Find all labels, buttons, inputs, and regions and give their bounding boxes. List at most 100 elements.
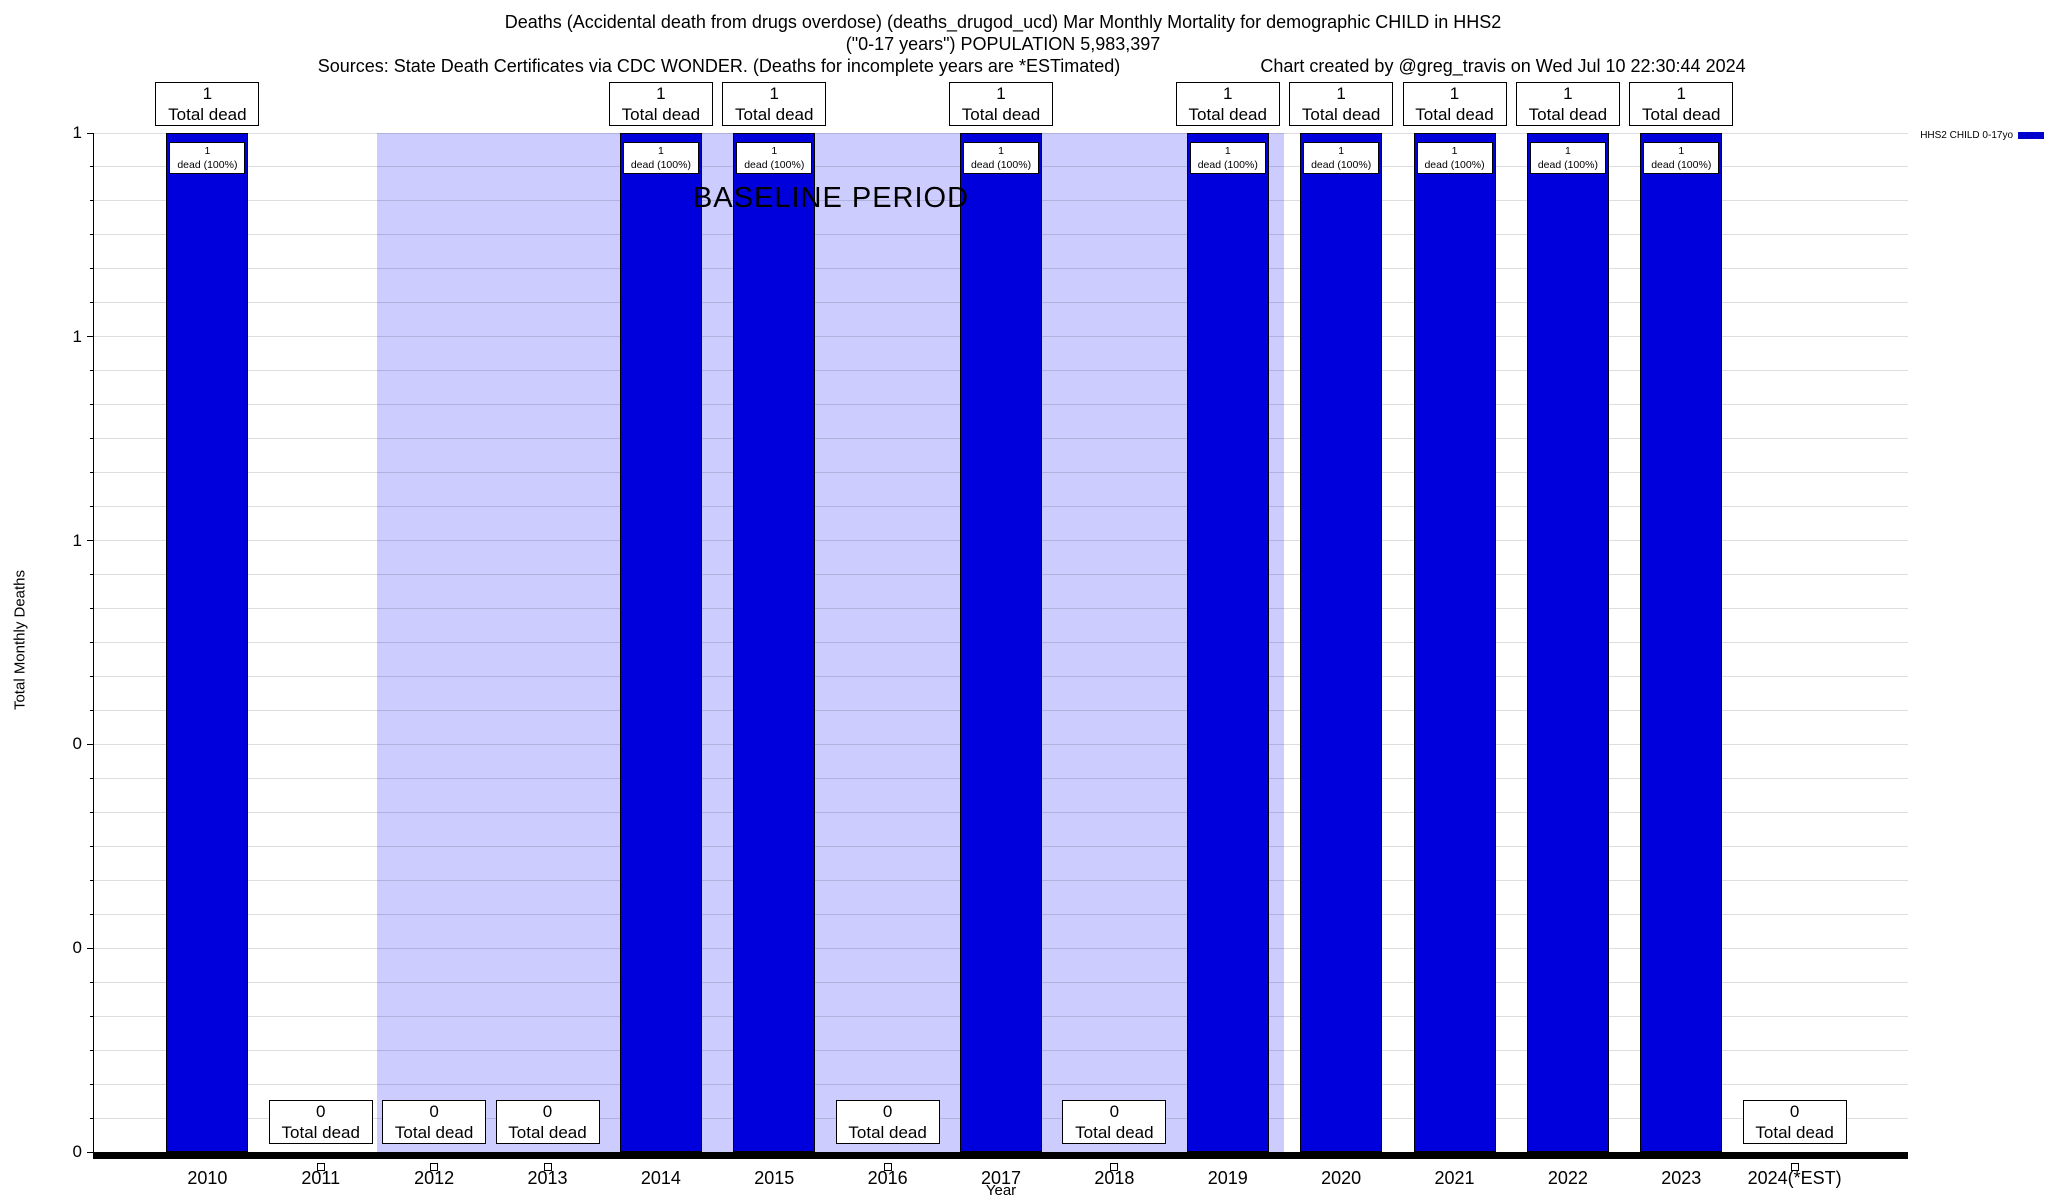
y-tick-label: 0 xyxy=(72,1142,82,1161)
y-tick-minor xyxy=(90,268,94,270)
label-value-line: 1 xyxy=(202,84,213,103)
y-tick-minor xyxy=(90,845,94,847)
label-text-line: Total dead xyxy=(1642,105,1721,124)
bar-inner-label: 1 dead (100%) xyxy=(1416,142,1493,174)
bar-inner-label: 1 dead (100%) xyxy=(963,142,1039,174)
y-tick-minor xyxy=(90,200,94,202)
y-tick-major xyxy=(87,947,94,949)
bar-inner-label: 1 dead (100%) xyxy=(1529,142,1606,174)
bar-inner-label: 1 dead (100%) xyxy=(1643,142,1720,174)
bar-total-label: 1 Total dead xyxy=(949,82,1053,126)
y-tick-minor xyxy=(90,234,94,236)
bar-total-label: 1 Total dead xyxy=(1515,82,1620,126)
label-value-line: 1 xyxy=(1224,145,1231,157)
y-axis-line xyxy=(93,133,94,1159)
y-tick-minor xyxy=(90,370,94,372)
label-text-line: Total dead xyxy=(1075,1123,1154,1142)
bar-total-label: 1 Total dead xyxy=(1629,82,1734,126)
y-tick-label: 0 xyxy=(72,938,82,958)
label-text-line: dead (100%) xyxy=(970,159,1032,171)
baseline-region xyxy=(377,133,1285,1152)
x-tick-label: 2016 xyxy=(867,1168,908,1188)
zero-bar-marker xyxy=(883,1163,892,1171)
y-tick-major xyxy=(87,336,94,338)
y-tick-major xyxy=(87,540,94,542)
y-tick-minor xyxy=(90,1083,94,1085)
bar-total-label-zero: 0 Total dead xyxy=(1742,1100,1847,1144)
y-tick-major xyxy=(87,1151,94,1153)
x-axis-line xyxy=(93,1152,1908,1159)
y-tick-minor xyxy=(90,1117,94,1119)
y-tick-minor xyxy=(90,709,94,711)
y-tick-label: 0 xyxy=(72,734,82,754)
label-text-line: Total dead xyxy=(508,1123,587,1142)
y-tick-minor xyxy=(90,981,94,983)
label-text-line: dead (100%) xyxy=(1311,159,1372,171)
chart-sources-note: Sources: State Death Certificates via CD… xyxy=(317,56,1121,76)
label-text-line: Total dead xyxy=(281,1123,360,1142)
label-text-line: Total dead xyxy=(168,105,247,124)
bar xyxy=(1413,133,1496,1152)
label-value-line: 1 xyxy=(1451,145,1458,157)
bar-total-label-zero: 0 Total dead xyxy=(495,1100,600,1144)
y-tick-minor xyxy=(90,777,94,779)
y-tick-minor xyxy=(90,913,94,915)
label-value-line: 0 xyxy=(316,1102,326,1121)
zero-bar-marker xyxy=(543,1163,552,1171)
label-text-line: dead (100%) xyxy=(1537,159,1598,171)
x-axis-title: Year xyxy=(985,1182,1017,1199)
zero-bar-marker xyxy=(1110,1163,1119,1171)
label-text-line: Total dead xyxy=(848,1123,927,1142)
legend-color-swatch xyxy=(2018,132,2044,139)
y-tick-major xyxy=(87,743,94,745)
label-text-line: Total dead xyxy=(1528,105,1608,124)
label-value-line: 1 xyxy=(1563,84,1573,103)
bar xyxy=(960,133,1042,1152)
x-tick-label: 2012 xyxy=(414,1168,455,1188)
y-tick-minor xyxy=(90,608,94,610)
x-tick-label: 2013 xyxy=(527,1168,568,1188)
label-value-line: 1 xyxy=(657,145,664,157)
label-text-line: dead (100%) xyxy=(744,159,805,171)
legend-label: HHS2 CHILD 0-17yo xyxy=(1920,130,2013,141)
x-tick-label: 2017 xyxy=(980,1168,1022,1188)
label-text-line: dead (100%) xyxy=(177,159,238,171)
zero-bar-marker xyxy=(316,1163,325,1171)
y-tick-label: 1 xyxy=(72,530,82,550)
bar-total-label: 1 Total dead xyxy=(608,82,713,126)
bar-total-label: 1 Total dead xyxy=(155,82,260,126)
bar-total-label-zero: 0 Total dead xyxy=(268,1100,373,1144)
chart-title-line2: ("0-17 years") POPULATION 5,983,397 xyxy=(845,34,1161,54)
label-value-line: 0 xyxy=(1109,1102,1120,1121)
bar-total-label: 1 Total dead xyxy=(1175,82,1280,126)
bar-total-label: 1 Total dead xyxy=(1289,82,1394,126)
y-tick-minor xyxy=(90,1049,94,1051)
y-tick-major xyxy=(87,132,94,134)
label-value-line: 1 xyxy=(1338,145,1345,157)
bar xyxy=(1186,133,1269,1152)
y-tick-minor xyxy=(90,166,94,168)
label-value-line: 0 xyxy=(882,1102,893,1121)
y-tick-minor xyxy=(90,472,94,474)
x-tick-label: 2019 xyxy=(1207,1168,1248,1188)
x-tick-label: 2021 xyxy=(1434,1168,1475,1188)
label-text-line: Total dead xyxy=(1301,105,1381,124)
x-tick-label: 2024(*EST) xyxy=(1747,1168,1842,1188)
label-value-line: 1 xyxy=(771,145,778,157)
label-value-line: 1 xyxy=(656,84,666,103)
label-value-line: 1 xyxy=(1223,84,1233,103)
chart-credit-note: Chart created by @greg_travis on Wed Jul… xyxy=(1260,56,1746,76)
y-tick-minor xyxy=(90,506,94,508)
label-text-line: dead (100%) xyxy=(1651,159,1712,171)
x-tick-label: 2022 xyxy=(1547,1168,1588,1188)
x-tick-label: 2011 xyxy=(301,1168,341,1188)
label-value-line: 1 xyxy=(769,84,779,103)
bar xyxy=(1526,133,1609,1152)
bar-total-label-zero: 0 Total dead xyxy=(382,1100,487,1144)
x-tick-label: 2014 xyxy=(640,1168,681,1188)
bar-total-label: 1 Total dead xyxy=(1402,82,1507,126)
label-value-line: 1 xyxy=(996,84,1006,103)
y-tick-minor xyxy=(90,1015,94,1017)
